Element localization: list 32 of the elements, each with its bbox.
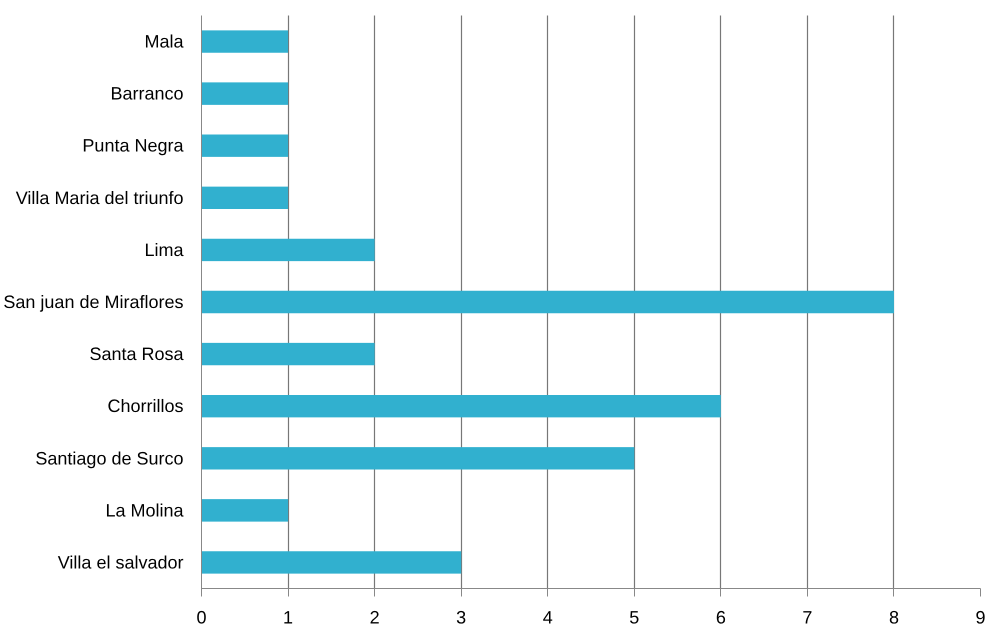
bar xyxy=(202,30,288,53)
y-tick-label: Punta Negra xyxy=(82,136,184,156)
bar xyxy=(202,551,462,574)
y-tick-label: Santiago de Surco xyxy=(35,448,184,468)
y-tick-label: San juan de Miraflores xyxy=(3,292,184,312)
x-tick-label: 5 xyxy=(629,608,640,626)
y-tick-label: Chorrillos xyxy=(107,396,184,416)
x-tick-label: 8 xyxy=(888,608,899,626)
x-tick-label: 9 xyxy=(975,608,986,626)
bar xyxy=(202,499,288,522)
bar xyxy=(202,238,375,262)
x-tick-label: 7 xyxy=(802,608,812,626)
x-tick-label: 2 xyxy=(370,608,380,626)
bar xyxy=(202,447,634,470)
y-tick-label: Mala xyxy=(144,32,184,52)
y-tick-label: Santa Rosa xyxy=(89,344,184,364)
x-tick-label: 6 xyxy=(716,608,726,626)
y-tick-label: La Molina xyxy=(105,500,184,520)
x-tick-label: 3 xyxy=(456,608,466,626)
bar xyxy=(202,186,288,210)
x-tick-label: 0 xyxy=(196,608,207,626)
bar xyxy=(202,134,288,157)
x-tick-label: 1 xyxy=(283,608,294,626)
bar xyxy=(202,290,894,314)
bar xyxy=(202,394,721,418)
y-tick-label: Villa el salvador xyxy=(58,552,184,572)
bar xyxy=(202,82,288,105)
y-tick-label: Barranco xyxy=(110,84,184,104)
x-tick-label: 4 xyxy=(542,608,553,626)
y-tick-label: Villa Maria del triunfo xyxy=(16,188,184,208)
bar xyxy=(202,342,375,366)
y-tick-label: Lima xyxy=(144,240,184,260)
